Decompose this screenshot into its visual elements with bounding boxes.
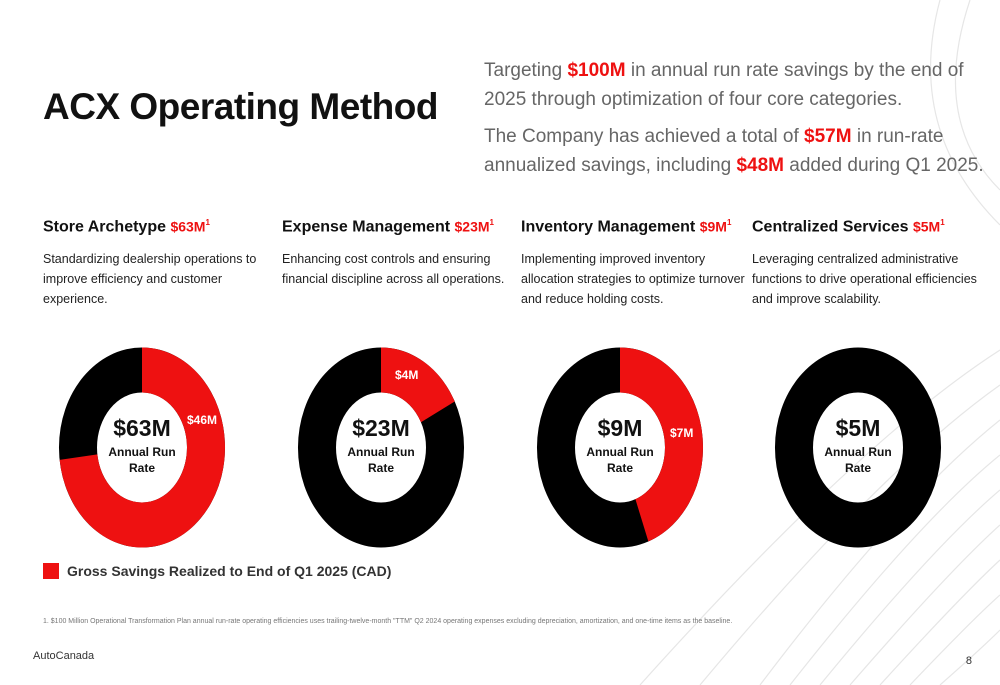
donut-chart <box>536 347 704 548</box>
donut-center-value: $9M <box>597 415 643 441</box>
category-name: Centralized Services <box>752 218 909 236</box>
q1-added-amount: $48M <box>736 155 784 176</box>
legend-swatch <box>43 563 59 579</box>
intro-paragraph-target: Targeting $100M in annual run rate savin… <box>484 56 984 114</box>
page-number: 8 <box>965 655 972 667</box>
intro-paragraph-achieved: The Company has achieved a total of $57M… <box>484 122 984 180</box>
donut-center-value: $63M <box>113 415 171 441</box>
target-amount: $100M <box>567 60 626 81</box>
footnote-marker: 1 <box>489 218 494 227</box>
category-heading: Centralized Services $5M1 <box>752 218 977 236</box>
category-description: Standardizing dealership operations to i… <box>43 252 257 307</box>
intro-text: Targeting $100M in annual run rate savin… <box>484 56 984 188</box>
category-amount: $5M <box>912 218 941 235</box>
donut-realized-label: $46M <box>187 413 218 427</box>
donut-center: $23M Annual Run Rate <box>296 345 466 476</box>
category-description: Enhancing cost controls and ensuring fin… <box>282 252 505 287</box>
donut-chart <box>58 347 226 548</box>
category-amount: $23M <box>454 218 490 235</box>
donut-center-label: Annual Run Rate <box>824 445 892 475</box>
category-inventory-management: Inventory Management $9M1 Implementing i… <box>521 218 746 309</box>
donut-center-value: $23M <box>352 415 410 441</box>
page-title: ACX Operating Method <box>43 86 438 127</box>
donut-center: $5M Annual Run Rate <box>773 345 943 476</box>
intro-text-run: in annual run rate savings by the end of… <box>484 60 964 110</box>
category-description: Leveraging centralized administrative fu… <box>752 252 977 307</box>
donut-center-label: Annual Run Rate <box>108 445 176 475</box>
donut-center-label: Annual Run Rate <box>586 445 654 475</box>
intro-text-run: The Company has achieved a total of <box>484 126 805 147</box>
donut-chart <box>774 347 942 548</box>
donut-realized-slice <box>59 347 225 548</box>
category-heading: Store Archetype $63M1 <box>43 218 268 236</box>
category-centralized-services: Centralized Services $5M1 Leveraging cen… <box>752 218 977 309</box>
donut-inventory-management: $9M Annual Run Rate $7M <box>535 345 705 550</box>
intro-text-run: Targeting <box>484 60 568 81</box>
footnote: 1. $100 Million Operational Transformati… <box>43 618 733 625</box>
category-amount: $9M <box>699 218 727 235</box>
category-description: Implementing improved inventory allocati… <box>521 252 745 307</box>
intro-text-run: added during Q1 2025. <box>783 155 984 176</box>
donut-center: $63M Annual Run Rate <box>57 345 227 476</box>
brand-name: AutoCanada <box>33 650 95 662</box>
intro-text-run: in run-rate annualized savings, includin… <box>484 126 944 176</box>
legend: Gross Savings Realized to End of Q1 2025… <box>43 563 391 579</box>
category-name: Inventory Management <box>521 218 696 236</box>
category-heading: Inventory Management $9M1 <box>521 218 746 236</box>
footnote-marker: 1 <box>726 218 732 227</box>
donut-realized-label: $4M <box>395 368 419 382</box>
donut-center: $9M Annual Run Rate <box>535 345 705 476</box>
category-name: Store Archetype <box>43 218 166 236</box>
footnote-marker: 1 <box>205 218 210 227</box>
category-expense-management: Expense Management $23M1 Enhancing cost … <box>282 218 507 289</box>
donut-centralized-services: $5M Annual Run Rate <box>773 345 943 550</box>
category-heading: Expense Management $23M1 <box>282 218 507 236</box>
donut-center-label: Annual Run Rate <box>347 445 415 475</box>
donut-chart <box>297 347 465 548</box>
donut-center-value: $5M <box>835 415 881 441</box>
donut-realized-label: $7M <box>670 426 694 440</box>
footnote-marker: 1 <box>940 218 945 227</box>
donut-realized-slice <box>381 347 455 423</box>
achieved-amount: $57M <box>804 126 852 147</box>
donut-realized-slice <box>620 347 703 542</box>
donut-store-archetype: $63M Annual Run Rate $46M <box>57 345 227 550</box>
category-amount: $63M <box>170 218 206 235</box>
legend-label: Gross Savings Realized to End of Q1 2025… <box>67 563 392 579</box>
category-store-archetype: Store Archetype $63M1 Standardizing deal… <box>43 218 268 309</box>
donut-expense-management: $23M Annual Run Rate $4M <box>296 345 466 550</box>
donut-ring <box>774 347 942 548</box>
category-name: Expense Management <box>282 218 451 236</box>
